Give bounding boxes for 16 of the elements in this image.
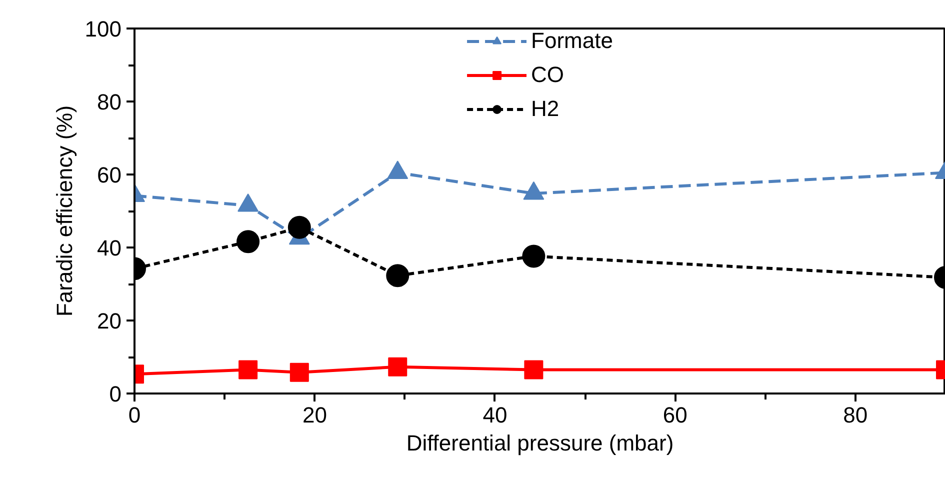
x-tick-label: 40 xyxy=(482,402,508,428)
legend-label: CO xyxy=(531,62,564,88)
y-tick-label: 40 xyxy=(97,236,122,260)
x-axis-title: Differential pressure (mbar) xyxy=(406,430,674,456)
x-tick-label: 60 xyxy=(662,402,688,428)
y-axis-title: Faradic efficiency (%) xyxy=(52,105,77,317)
y-tick-label: 0 xyxy=(109,382,122,406)
x-tick-label: 20 xyxy=(302,402,327,428)
y-tick-label: 60 xyxy=(97,162,122,188)
y-tick-label: 100 xyxy=(84,16,122,42)
x-tick-label: 80 xyxy=(843,402,868,428)
y-tick-label: 20 xyxy=(97,308,122,334)
x-tick-label: 0 xyxy=(128,402,141,428)
y-tick-label: 80 xyxy=(97,90,122,114)
legend-label: Formate xyxy=(531,28,613,54)
legend-label: H2 xyxy=(531,96,560,122)
